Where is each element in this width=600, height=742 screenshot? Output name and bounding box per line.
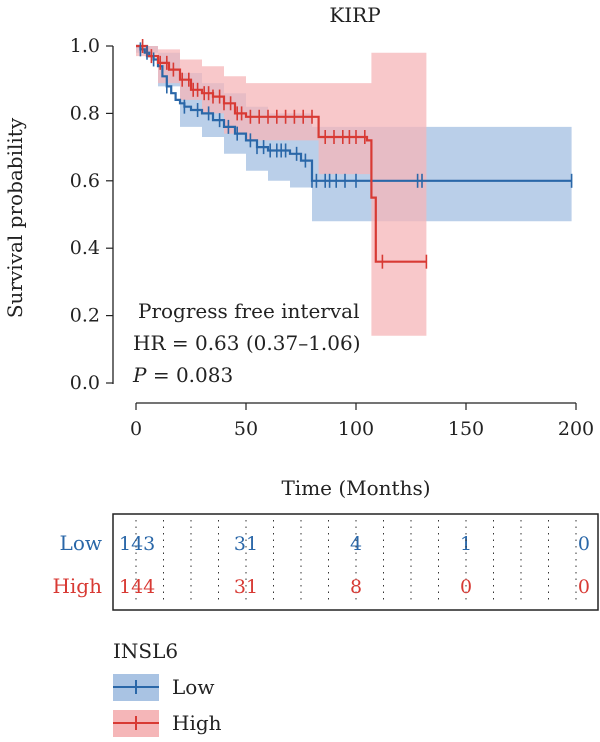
legend-title: INSL6 [113, 639, 178, 663]
x-tick-label: 100 [338, 418, 374, 440]
ci-bands [136, 46, 572, 336]
x-tick-label: 150 [448, 418, 484, 440]
y-tick-label: 0.0 [70, 372, 100, 394]
legend-low-label: Low [172, 675, 214, 699]
x-tick-label: 50 [234, 418, 258, 440]
risk-count: 0 [578, 576, 590, 598]
risk-table-frame [112, 513, 599, 611]
annotation-hr: HR = 0.63 (0.37–1.06) [133, 331, 361, 355]
legend-high-label: High [172, 711, 222, 735]
y-axis: 0.0 0.2 0.4 0.6 0.8 1.0 [70, 35, 113, 394]
annotation-pvalue: P = 0.083 [132, 363, 233, 387]
risk-table: Low 143 31 4 1 0 High 144 31 8 0 0 [52, 520, 590, 604]
y-tick-label: 0.2 [70, 305, 100, 327]
y-axis-title: Survival probability [3, 117, 27, 318]
risk-count: 31 [234, 576, 258, 598]
x-tick-label: 0 [130, 418, 142, 440]
ci-band-high [136, 46, 427, 336]
hr-annotation: Progress free interval HR = 0.63 (0.37–1… [132, 299, 361, 387]
risk-row-label: Low [60, 531, 102, 555]
risk-row-label: High [52, 574, 102, 598]
legend-entry-high: High [113, 710, 222, 737]
x-axis-title: Time (Months) [281, 476, 430, 500]
risk-count: 0 [578, 533, 590, 555]
censor-marks [139, 39, 573, 269]
legend-entry-low: Low [113, 674, 214, 701]
x-tick-label: 200 [558, 418, 594, 440]
risk-count: 0 [460, 576, 472, 598]
p-label: P [132, 363, 147, 387]
risk-count: 8 [350, 576, 362, 598]
chart-title: KIRP [329, 3, 380, 27]
y-tick-label: 1.0 [70, 35, 100, 57]
y-tick-label: 0.8 [70, 102, 100, 124]
annotation-endpoint: Progress free interval [138, 299, 359, 323]
risk-count: 143 [119, 533, 155, 555]
risk-count: 1 [460, 533, 472, 555]
risk-count: 31 [234, 533, 258, 555]
p-value: = 0.083 [146, 363, 233, 387]
y-tick-label: 0.6 [70, 170, 100, 192]
risk-count: 144 [119, 576, 155, 598]
risk-count: 4 [350, 533, 362, 555]
y-tick-label: 0.4 [70, 237, 100, 259]
x-axis: 0 50 100 150 200 [130, 403, 594, 440]
